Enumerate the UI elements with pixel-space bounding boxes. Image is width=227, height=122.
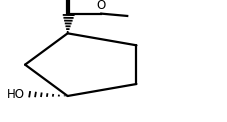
Text: HO: HO <box>6 88 24 101</box>
Text: O: O <box>96 0 105 12</box>
